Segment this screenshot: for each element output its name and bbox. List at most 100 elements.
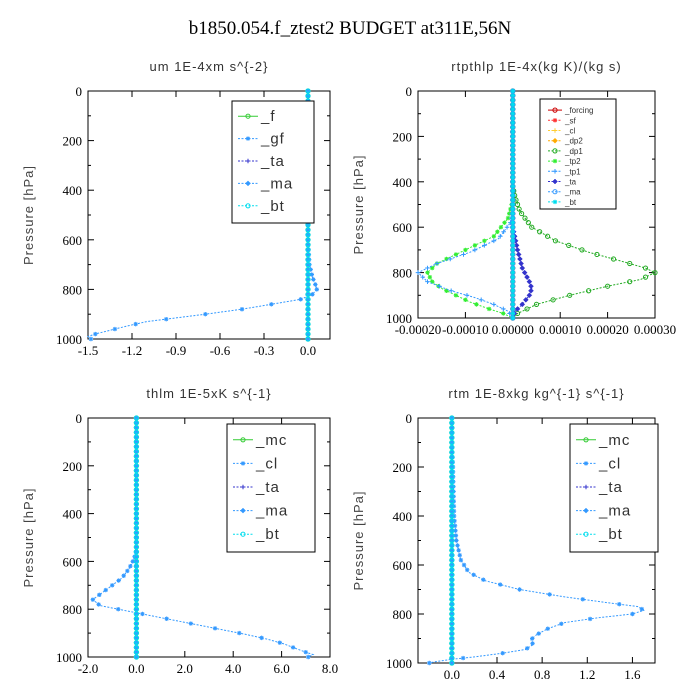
data-point xyxy=(133,472,139,478)
y-tick-label: 800 xyxy=(63,602,83,617)
panel-title: rtm 1E-8xkg kg^{-1} s^{-1} xyxy=(448,386,624,401)
data-point xyxy=(133,530,139,536)
data-point xyxy=(448,288,454,294)
data-point xyxy=(449,572,455,578)
legend-entry-label: _bt xyxy=(255,526,280,543)
legend: _mc _cl _ta _ma _bt xyxy=(226,423,316,553)
data-point xyxy=(449,650,455,656)
y-tick-label: 400 xyxy=(63,183,83,198)
data-point xyxy=(305,232,311,238)
data-point xyxy=(510,129,515,135)
data-point xyxy=(133,506,139,512)
data-point xyxy=(121,573,126,578)
data-point xyxy=(277,640,282,645)
data-point xyxy=(537,229,543,235)
data-point xyxy=(453,533,459,538)
data-point xyxy=(133,444,139,450)
data-point xyxy=(510,179,515,184)
data-point xyxy=(133,420,139,426)
data-point xyxy=(510,188,515,194)
legend-marker xyxy=(245,136,251,141)
data-point xyxy=(605,283,611,289)
data-point xyxy=(164,316,169,322)
data-point xyxy=(133,611,139,617)
data-point xyxy=(510,220,515,225)
data-point xyxy=(449,430,455,436)
data-point xyxy=(504,224,510,230)
data-point xyxy=(449,444,455,450)
data-point xyxy=(510,170,515,175)
data-point xyxy=(449,464,455,470)
data-point xyxy=(533,301,540,307)
data-point xyxy=(449,503,455,509)
data-point xyxy=(449,493,455,499)
data-point xyxy=(449,562,455,568)
y-tick-label: 200 xyxy=(393,460,413,475)
data-point xyxy=(510,197,515,203)
data-point xyxy=(306,654,311,660)
data-point xyxy=(133,558,139,565)
legend-marker xyxy=(552,178,558,185)
data-point xyxy=(510,134,515,139)
data-point xyxy=(544,233,551,239)
y-tick-label: 1000 xyxy=(386,311,412,326)
data-point xyxy=(133,515,139,521)
data-point xyxy=(547,592,552,597)
legend-marker xyxy=(240,531,246,537)
data-point xyxy=(458,557,464,563)
legend-entry-label: _ta xyxy=(598,479,623,496)
data-point xyxy=(526,292,533,299)
data-point xyxy=(133,592,139,598)
data-point xyxy=(550,297,556,303)
data-point xyxy=(125,568,130,574)
legend-marker xyxy=(552,148,558,154)
data-point xyxy=(133,577,139,584)
x-tick-label: 0.00020 xyxy=(586,322,628,337)
data-point xyxy=(510,184,515,189)
data-point xyxy=(642,265,649,271)
data-point xyxy=(510,156,515,162)
data-point xyxy=(510,252,515,257)
data-point xyxy=(510,215,515,221)
y-tick-label: 600 xyxy=(393,558,413,573)
data-point xyxy=(305,252,311,258)
data-point xyxy=(514,247,521,253)
x-tick-label: -1.2 xyxy=(122,343,143,358)
data-point xyxy=(128,563,133,569)
y-tick-label: 600 xyxy=(393,220,413,235)
y-tick-label: 400 xyxy=(393,509,413,524)
data-point xyxy=(133,463,139,469)
data-point xyxy=(130,559,135,564)
y-axis-label: Pressure [hPa] xyxy=(351,155,366,255)
data-point xyxy=(482,238,487,244)
y-tick-label: 0 xyxy=(406,411,413,426)
data-point xyxy=(449,635,455,642)
y-tick-label: 0 xyxy=(406,84,413,99)
data-point xyxy=(449,645,455,651)
data-point xyxy=(310,292,315,297)
data-point xyxy=(501,229,506,235)
data-point xyxy=(627,279,633,285)
data-point xyxy=(133,487,139,493)
data-point xyxy=(472,247,478,253)
data-point xyxy=(510,229,515,234)
data-point xyxy=(449,577,455,583)
legend-entry-label: _bt xyxy=(564,198,577,207)
data-point xyxy=(449,567,455,573)
data-point xyxy=(133,501,139,507)
data-point xyxy=(510,97,515,103)
data-point xyxy=(133,606,139,612)
data-point xyxy=(456,548,461,553)
y-tick-label: 200 xyxy=(63,459,83,474)
data-point xyxy=(133,477,139,483)
data-point xyxy=(427,660,432,666)
data-point xyxy=(452,523,458,528)
legend-marker xyxy=(552,169,558,174)
legend-entry-label: _dp2 xyxy=(564,137,583,146)
data-point xyxy=(269,302,274,307)
data-point xyxy=(579,247,585,253)
data-point xyxy=(524,274,530,280)
legend-entry-label: _mc xyxy=(598,432,630,449)
y-tick-label: 800 xyxy=(393,607,413,622)
data-point xyxy=(530,636,535,641)
